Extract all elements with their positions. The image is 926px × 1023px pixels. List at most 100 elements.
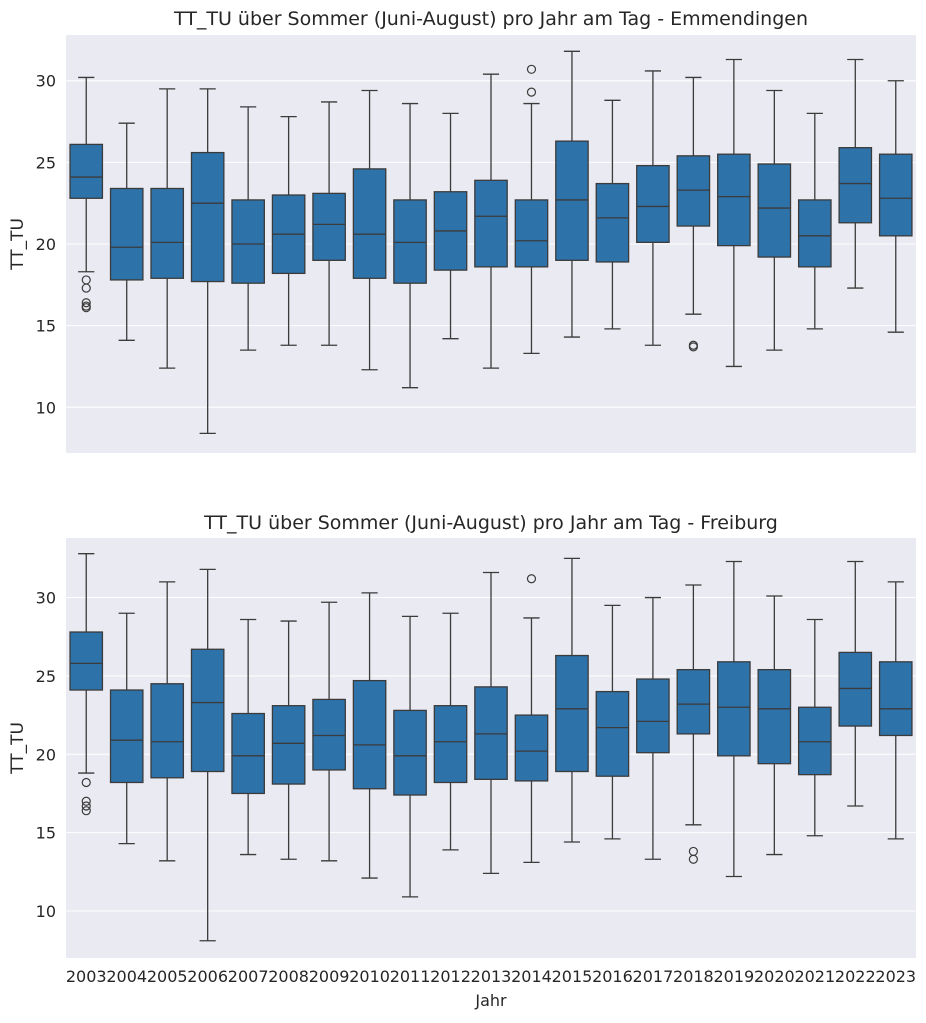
box-2014 bbox=[514, 574, 549, 864]
y-tick-label: 25 bbox=[36, 153, 56, 172]
iqr-box bbox=[717, 661, 751, 757]
box-2011 bbox=[393, 615, 427, 898]
iqr-box bbox=[433, 705, 468, 784]
iqr-box bbox=[757, 668, 792, 765]
box-2020 bbox=[757, 595, 792, 856]
box-2006 bbox=[190, 88, 225, 435]
iqr-box bbox=[838, 147, 873, 224]
x-ticks-freiburg: 2003 2004 2005 2006 2007 2008 2009 2010 2011 2012… bbox=[66, 967, 916, 986]
box-2021 bbox=[797, 618, 832, 837]
boxes-emmendingen bbox=[69, 50, 913, 435]
box-2010 bbox=[352, 89, 387, 371]
y-tick-label: 15 bbox=[36, 824, 56, 843]
box-2006 bbox=[190, 568, 225, 942]
iqr-box bbox=[393, 709, 427, 796]
x-tick-label: 2010 bbox=[349, 967, 390, 986]
box-2012 bbox=[433, 112, 468, 340]
box-2008 bbox=[271, 115, 306, 346]
outlier-point bbox=[81, 283, 91, 293]
box-2013 bbox=[474, 571, 508, 875]
iqr-box bbox=[474, 179, 508, 268]
box-2014 bbox=[514, 64, 549, 355]
y-tick-label: 15 bbox=[36, 317, 56, 336]
iqr-box bbox=[595, 182, 630, 263]
y-axis-label-emmendingen: TT_TU bbox=[8, 218, 28, 271]
x-tick-label: 2014 bbox=[511, 967, 552, 986]
x-tick-label: 2015 bbox=[552, 967, 593, 986]
iqr-box bbox=[514, 199, 549, 268]
y-tick-label: 25 bbox=[36, 667, 56, 686]
y-ticks-emmendingen: 10 15 20 25 30 bbox=[36, 72, 56, 418]
box-2022 bbox=[838, 560, 873, 807]
iqr-box bbox=[69, 143, 104, 199]
iqr-box bbox=[190, 648, 225, 773]
iqr-box bbox=[555, 140, 589, 261]
iqr-box bbox=[352, 679, 387, 790]
iqr-box bbox=[352, 168, 387, 279]
box-2017 bbox=[636, 70, 670, 346]
box-2019 bbox=[717, 58, 751, 368]
box-2019 bbox=[717, 560, 751, 878]
outlier-point bbox=[526, 64, 537, 74]
box-2018 bbox=[676, 76, 711, 352]
iqr-box bbox=[676, 155, 711, 227]
iqr-box bbox=[797, 199, 832, 268]
iqr-box bbox=[312, 192, 346, 261]
x-tick-label: 2016 bbox=[592, 967, 633, 986]
x-tick-label: 2004 bbox=[106, 967, 147, 986]
x-tick-label: 2018 bbox=[673, 967, 714, 986]
box-2023 bbox=[878, 581, 913, 840]
box-2008 bbox=[271, 620, 306, 860]
iqr-box bbox=[757, 163, 792, 258]
box-2012 bbox=[433, 612, 468, 851]
iqr-box bbox=[676, 668, 711, 735]
box-2018 bbox=[676, 584, 711, 864]
iqr-box bbox=[312, 698, 346, 771]
outlier-point bbox=[81, 806, 91, 816]
iqr-box bbox=[474, 686, 508, 780]
box-2021 bbox=[797, 112, 832, 330]
boxes-freiburg bbox=[69, 553, 913, 942]
chart-title-emmendingen: TT_TU über Sommer (Juni-August) pro Jahr… bbox=[173, 8, 808, 30]
x-tick-label: 2023 bbox=[875, 967, 916, 986]
outlier-point bbox=[688, 854, 698, 864]
box-2010 bbox=[352, 592, 387, 879]
box-2007 bbox=[231, 106, 265, 351]
x-tick-label: 2009 bbox=[309, 967, 350, 986]
box-2004 bbox=[109, 612, 144, 845]
box-2015 bbox=[555, 50, 589, 338]
y-tick-label: 20 bbox=[36, 235, 56, 254]
iqr-box bbox=[231, 199, 265, 284]
outlier-point bbox=[81, 796, 91, 806]
x-tick-label: 2019 bbox=[713, 967, 754, 986]
outlier-point bbox=[81, 303, 91, 313]
x-tick-label: 2008 bbox=[268, 967, 309, 986]
panel-emmendingen: 10 15 20 25 30 TT_TU über Sommer (Juni-Augus… bbox=[8, 8, 916, 453]
iqr-box bbox=[150, 683, 185, 779]
box-2022 bbox=[838, 58, 873, 289]
iqr-box bbox=[838, 651, 873, 727]
iqr-box bbox=[878, 661, 913, 737]
y-tick-label: 10 bbox=[36, 398, 56, 417]
x-tick-label: 2020 bbox=[754, 967, 795, 986]
x-tick-label: 2013 bbox=[471, 967, 512, 986]
iqr-box bbox=[393, 199, 427, 284]
iqr-box bbox=[109, 689, 144, 784]
box-2003 bbox=[69, 76, 104, 313]
box-2005 bbox=[150, 581, 185, 862]
y-tick-label: 30 bbox=[36, 72, 56, 91]
box-2004 bbox=[109, 122, 144, 341]
box-2011 bbox=[393, 102, 427, 389]
x-tick-label: 2005 bbox=[147, 967, 188, 986]
box-2009 bbox=[312, 601, 346, 862]
box-2023 bbox=[878, 80, 913, 333]
x-tick-label: 2003 bbox=[66, 967, 107, 986]
iqr-box bbox=[190, 151, 225, 283]
box-2013 bbox=[474, 73, 508, 369]
iqr-box bbox=[514, 714, 549, 782]
x-tick-label: 2022 bbox=[835, 967, 876, 986]
iqr-box bbox=[109, 187, 144, 281]
box-2009 bbox=[312, 101, 346, 346]
y-tick-label: 10 bbox=[36, 902, 56, 921]
